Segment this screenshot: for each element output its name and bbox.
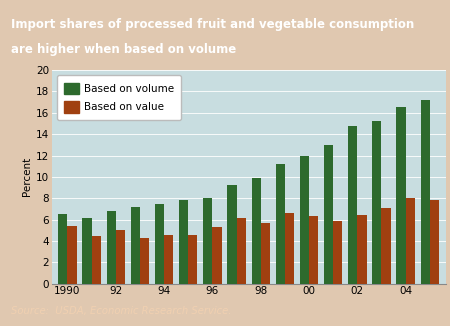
Bar bbox=[68, 226, 76, 284]
Bar bbox=[261, 223, 270, 284]
Bar bbox=[58, 214, 68, 284]
Bar bbox=[131, 207, 140, 284]
Bar bbox=[227, 185, 237, 284]
Bar bbox=[333, 221, 342, 284]
Bar bbox=[203, 198, 212, 284]
Bar bbox=[421, 100, 430, 284]
Bar bbox=[396, 108, 405, 284]
Bar bbox=[309, 216, 318, 284]
Text: Source:  USDA, Economic Research Service.: Source: USDA, Economic Research Service. bbox=[11, 306, 232, 316]
Bar bbox=[324, 145, 333, 284]
Bar bbox=[405, 198, 415, 284]
Bar bbox=[252, 178, 261, 284]
Y-axis label: Percent: Percent bbox=[22, 157, 32, 197]
Bar bbox=[92, 236, 101, 284]
Bar bbox=[140, 238, 149, 284]
Legend: Based on volume, Based on value: Based on volume, Based on value bbox=[57, 75, 181, 120]
Bar bbox=[188, 234, 198, 284]
Bar bbox=[82, 218, 92, 284]
Bar bbox=[212, 227, 221, 284]
Bar bbox=[430, 200, 439, 284]
Bar bbox=[276, 164, 285, 284]
Bar bbox=[357, 215, 366, 284]
Bar bbox=[107, 211, 116, 284]
Bar bbox=[382, 208, 391, 284]
Bar bbox=[164, 234, 173, 284]
Text: Import shares of processed fruit and vegetable consumption: Import shares of processed fruit and veg… bbox=[11, 18, 414, 31]
Bar bbox=[237, 218, 246, 284]
Bar bbox=[300, 156, 309, 284]
Text: are higher when based on volume: are higher when based on volume bbox=[11, 43, 237, 56]
Bar bbox=[116, 230, 125, 284]
Bar bbox=[179, 200, 188, 284]
Bar bbox=[285, 213, 294, 284]
Bar bbox=[348, 126, 357, 284]
Bar bbox=[372, 121, 382, 284]
Bar bbox=[155, 203, 164, 284]
